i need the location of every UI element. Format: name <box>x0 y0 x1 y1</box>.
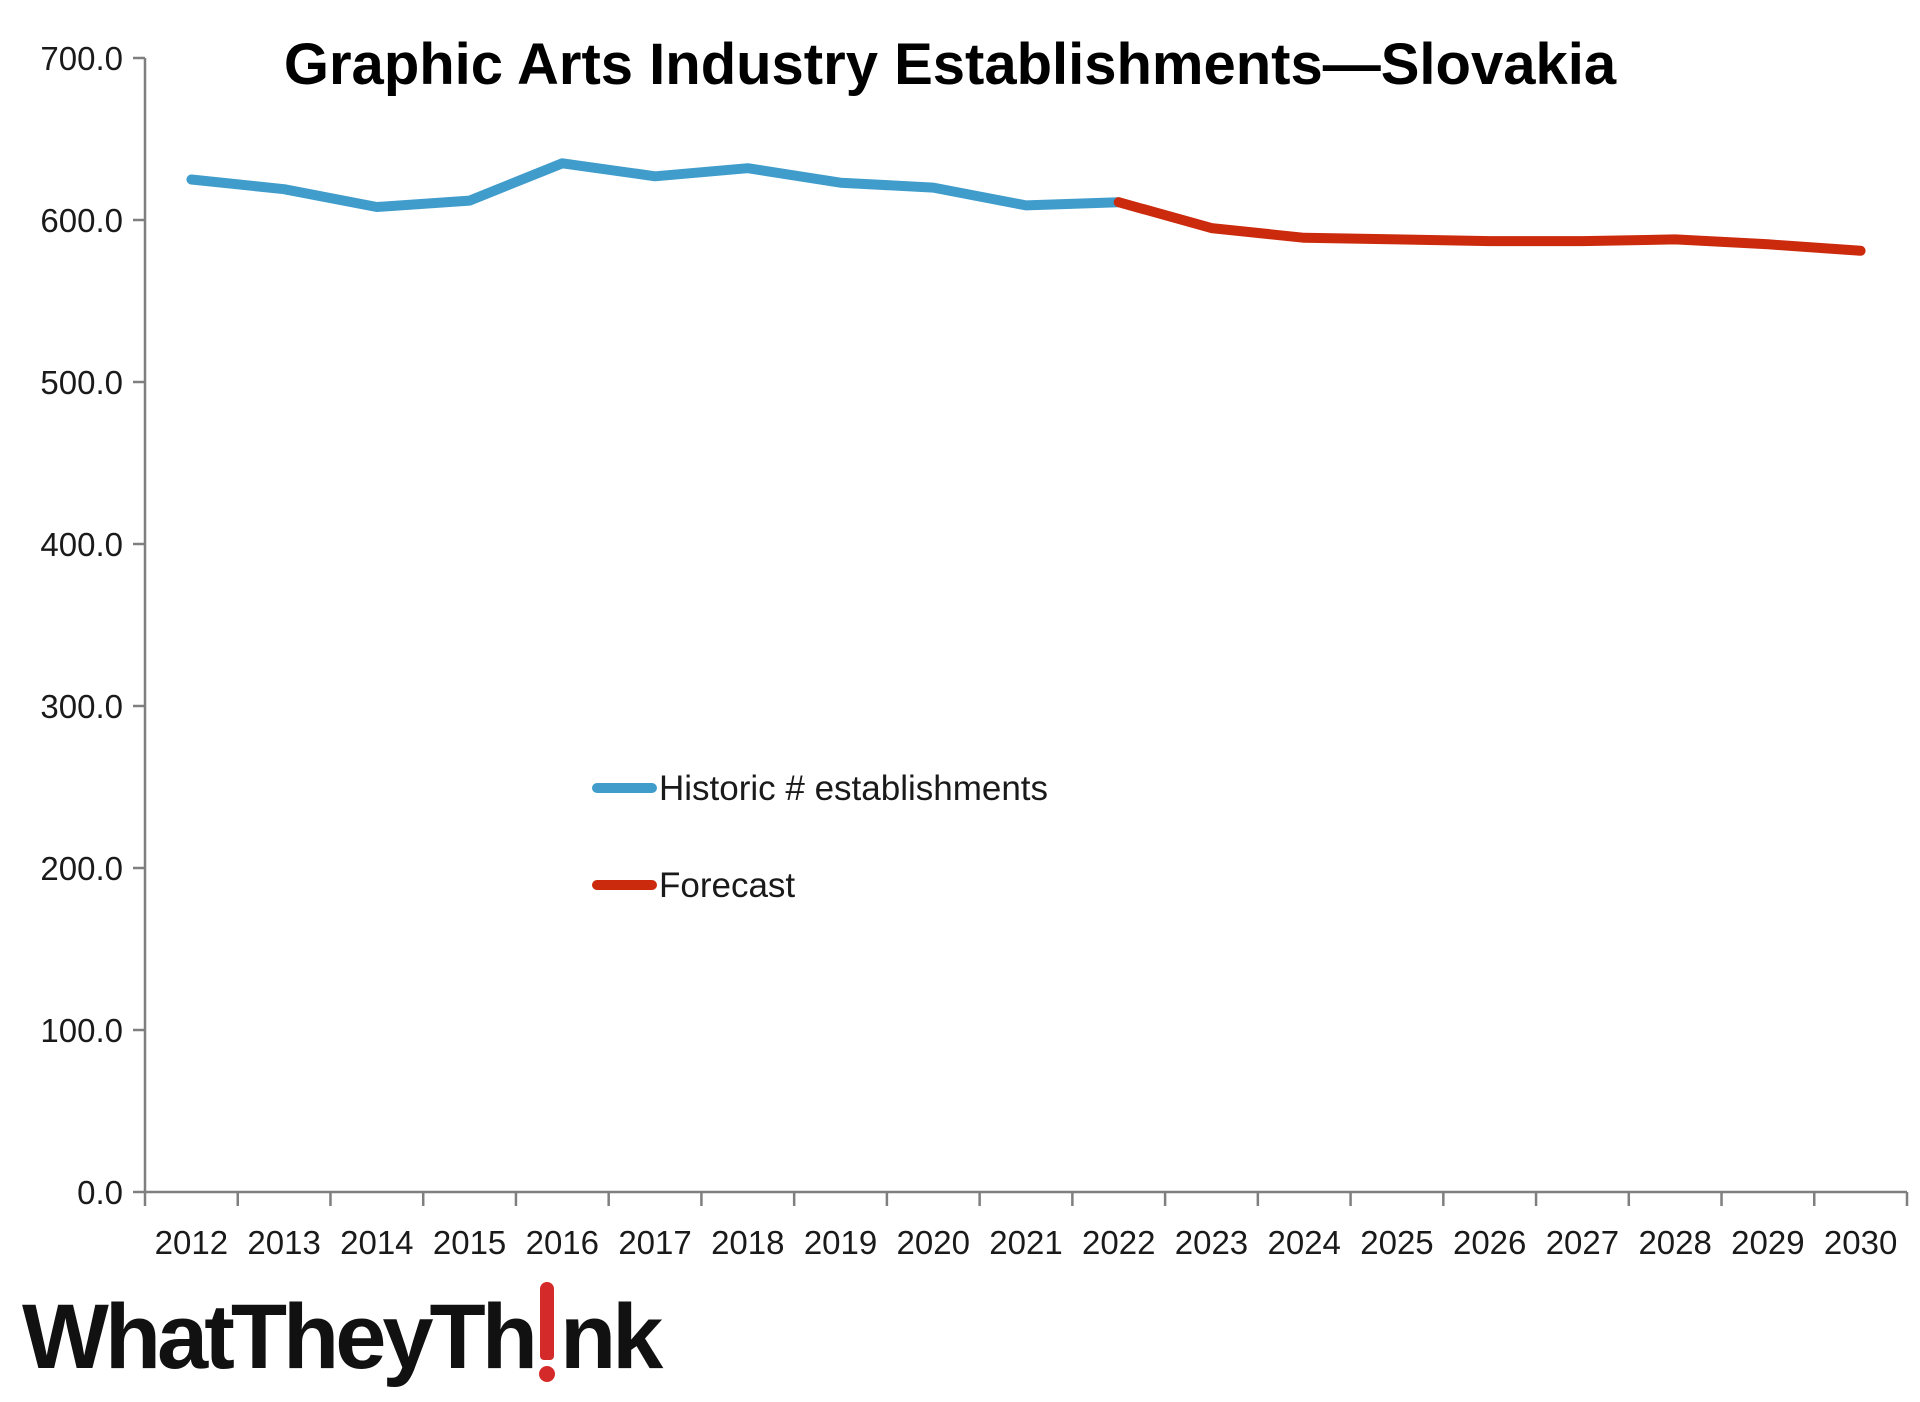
x-tick-label: 2020 <box>897 1224 970 1261</box>
x-tick-label: 2028 <box>1638 1224 1711 1261</box>
x-tick-label: 2022 <box>1082 1224 1155 1261</box>
x-tick-label: 2023 <box>1175 1224 1248 1261</box>
data-point <box>746 167 749 170</box>
x-tick-label: 2026 <box>1453 1224 1526 1261</box>
x-tick-label: 2027 <box>1546 1224 1619 1261</box>
x-tick-label: 2012 <box>155 1224 228 1261</box>
series-line-historic <box>186 158 1124 212</box>
y-tick-label: 700.0 <box>40 40 123 77</box>
x-tick-label: 2014 <box>340 1224 413 1261</box>
series-layer <box>186 158 1866 256</box>
data-point <box>654 175 657 178</box>
legend: Historic # establishments Forecast <box>592 769 1048 905</box>
y-tick-label: 500.0 <box>40 364 123 401</box>
exclamation-icon <box>536 1282 558 1382</box>
legend-label: Forecast <box>659 866 795 905</box>
data-point <box>1303 236 1306 239</box>
x-tick-label: 2021 <box>989 1224 1062 1261</box>
y-tick-label: 100.0 <box>40 1012 123 1049</box>
data-point <box>839 181 842 184</box>
y-tick-label: 400.0 <box>40 526 123 563</box>
x-tick-label: 2016 <box>526 1224 599 1261</box>
data-point <box>1581 240 1584 243</box>
y-tick-label: 0.0 <box>77 1174 123 1211</box>
chart-title: Graphic Arts Industry Establishments—Slo… <box>284 32 1617 97</box>
x-tick-label: 2015 <box>433 1224 506 1261</box>
data-point <box>190 178 193 181</box>
whattheythink-logo: WhatTheyTh nk <box>22 1282 663 1402</box>
x-tick-label: 2017 <box>618 1224 691 1261</box>
logo-text-start: WhatTheyTh <box>22 1286 538 1388</box>
data-point <box>375 206 378 209</box>
data-point <box>1210 227 1213 230</box>
x-tick-label: 2029 <box>1731 1224 1804 1261</box>
y-tick-label: 600.0 <box>40 202 123 239</box>
x-tick-label: 2019 <box>804 1224 877 1261</box>
axes: 0.0 100.0 200.0 300.0 400.0 500.0 600.0 700.0 20… <box>40 40 1909 1261</box>
data-point <box>932 186 935 189</box>
data-point <box>1395 238 1398 241</box>
data-point <box>1674 238 1677 241</box>
series-line-forecast <box>1113 197 1866 256</box>
y-tick-label: 200.0 <box>40 850 123 887</box>
x-tick-label: 2013 <box>247 1224 320 1261</box>
x-tick-label: 2025 <box>1360 1224 1433 1261</box>
x-tick-label: 2018 <box>711 1224 784 1261</box>
data-point <box>561 162 564 165</box>
data-point <box>1117 201 1120 204</box>
data-point <box>283 188 286 191</box>
data-point <box>1859 249 1862 252</box>
data-point <box>1488 240 1491 243</box>
x-tick-label: 2030 <box>1824 1224 1897 1261</box>
data-point <box>468 199 471 202</box>
data-point <box>1025 204 1027 207</box>
y-tick-label: 300.0 <box>40 688 123 725</box>
logo-text-end: nk <box>559 1286 663 1388</box>
x-tick-label: 2024 <box>1267 1224 1340 1261</box>
data-point <box>1766 243 1769 246</box>
legend-label: Historic # establishments <box>659 769 1048 808</box>
